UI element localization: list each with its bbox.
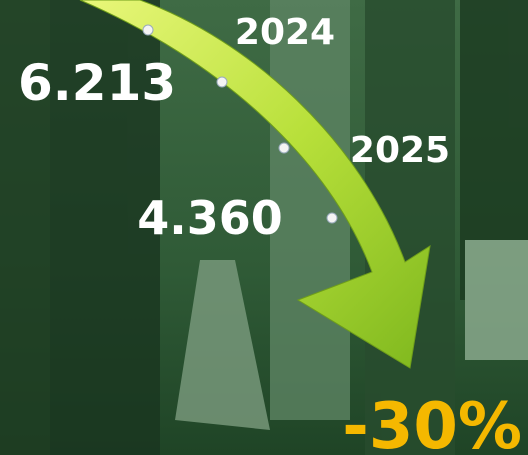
value-label: 4.360 <box>137 191 283 245</box>
year-label: 2025 <box>350 130 450 171</box>
year-label: 2024 <box>235 12 335 53</box>
value-label: 6.213 <box>18 54 176 112</box>
change-label: -30% <box>342 390 522 455</box>
infographic: 2024 6.213 2025 4.360 -30% <box>0 0 528 455</box>
